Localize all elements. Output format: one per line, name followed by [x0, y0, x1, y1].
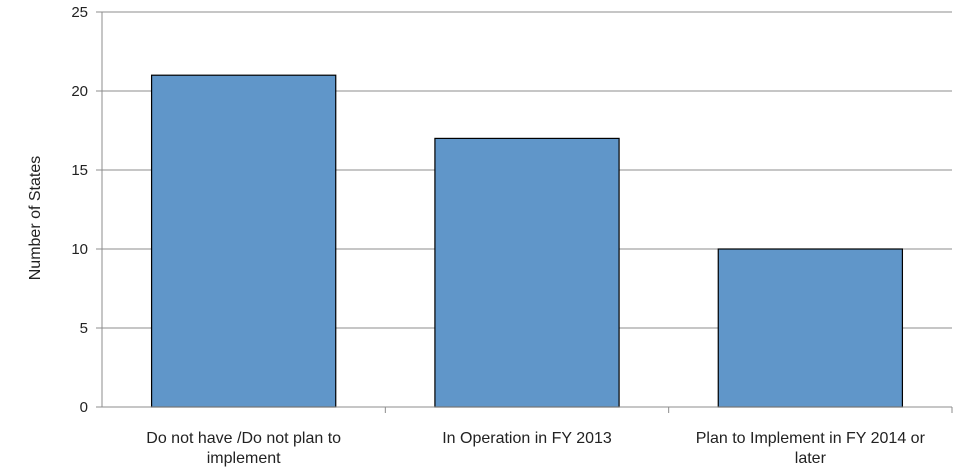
x-category-label: later — [795, 450, 827, 467]
bar — [150, 74, 337, 408]
y-tick-label: 20 — [71, 83, 88, 100]
y-tick-label: 10 — [71, 241, 88, 258]
y-axis-title: Number of States — [27, 156, 44, 281]
y-tick-label: 0 — [80, 399, 88, 416]
bar — [434, 137, 620, 408]
x-category-label: implement — [207, 450, 281, 467]
x-category-label: Plan to Implement in FY 2014 or — [696, 430, 926, 447]
x-category-labels: Do not have /Do not plan to implement In O… — [146, 430, 925, 467]
y-tick-label: 25 — [71, 4, 88, 21]
bar — [717, 248, 904, 408]
y-tick-label: 15 — [71, 162, 88, 179]
axes — [96, 11, 953, 413]
x-category-label: In Operation in FY 2013 — [442, 430, 612, 447]
x-category-label: Do not have /Do not plan to — [146, 430, 341, 447]
bars — [150, 74, 904, 408]
y-tick-label: 5 — [80, 320, 88, 337]
y-tick-labels: 0 5 10 15 20 25 — [71, 4, 88, 416]
